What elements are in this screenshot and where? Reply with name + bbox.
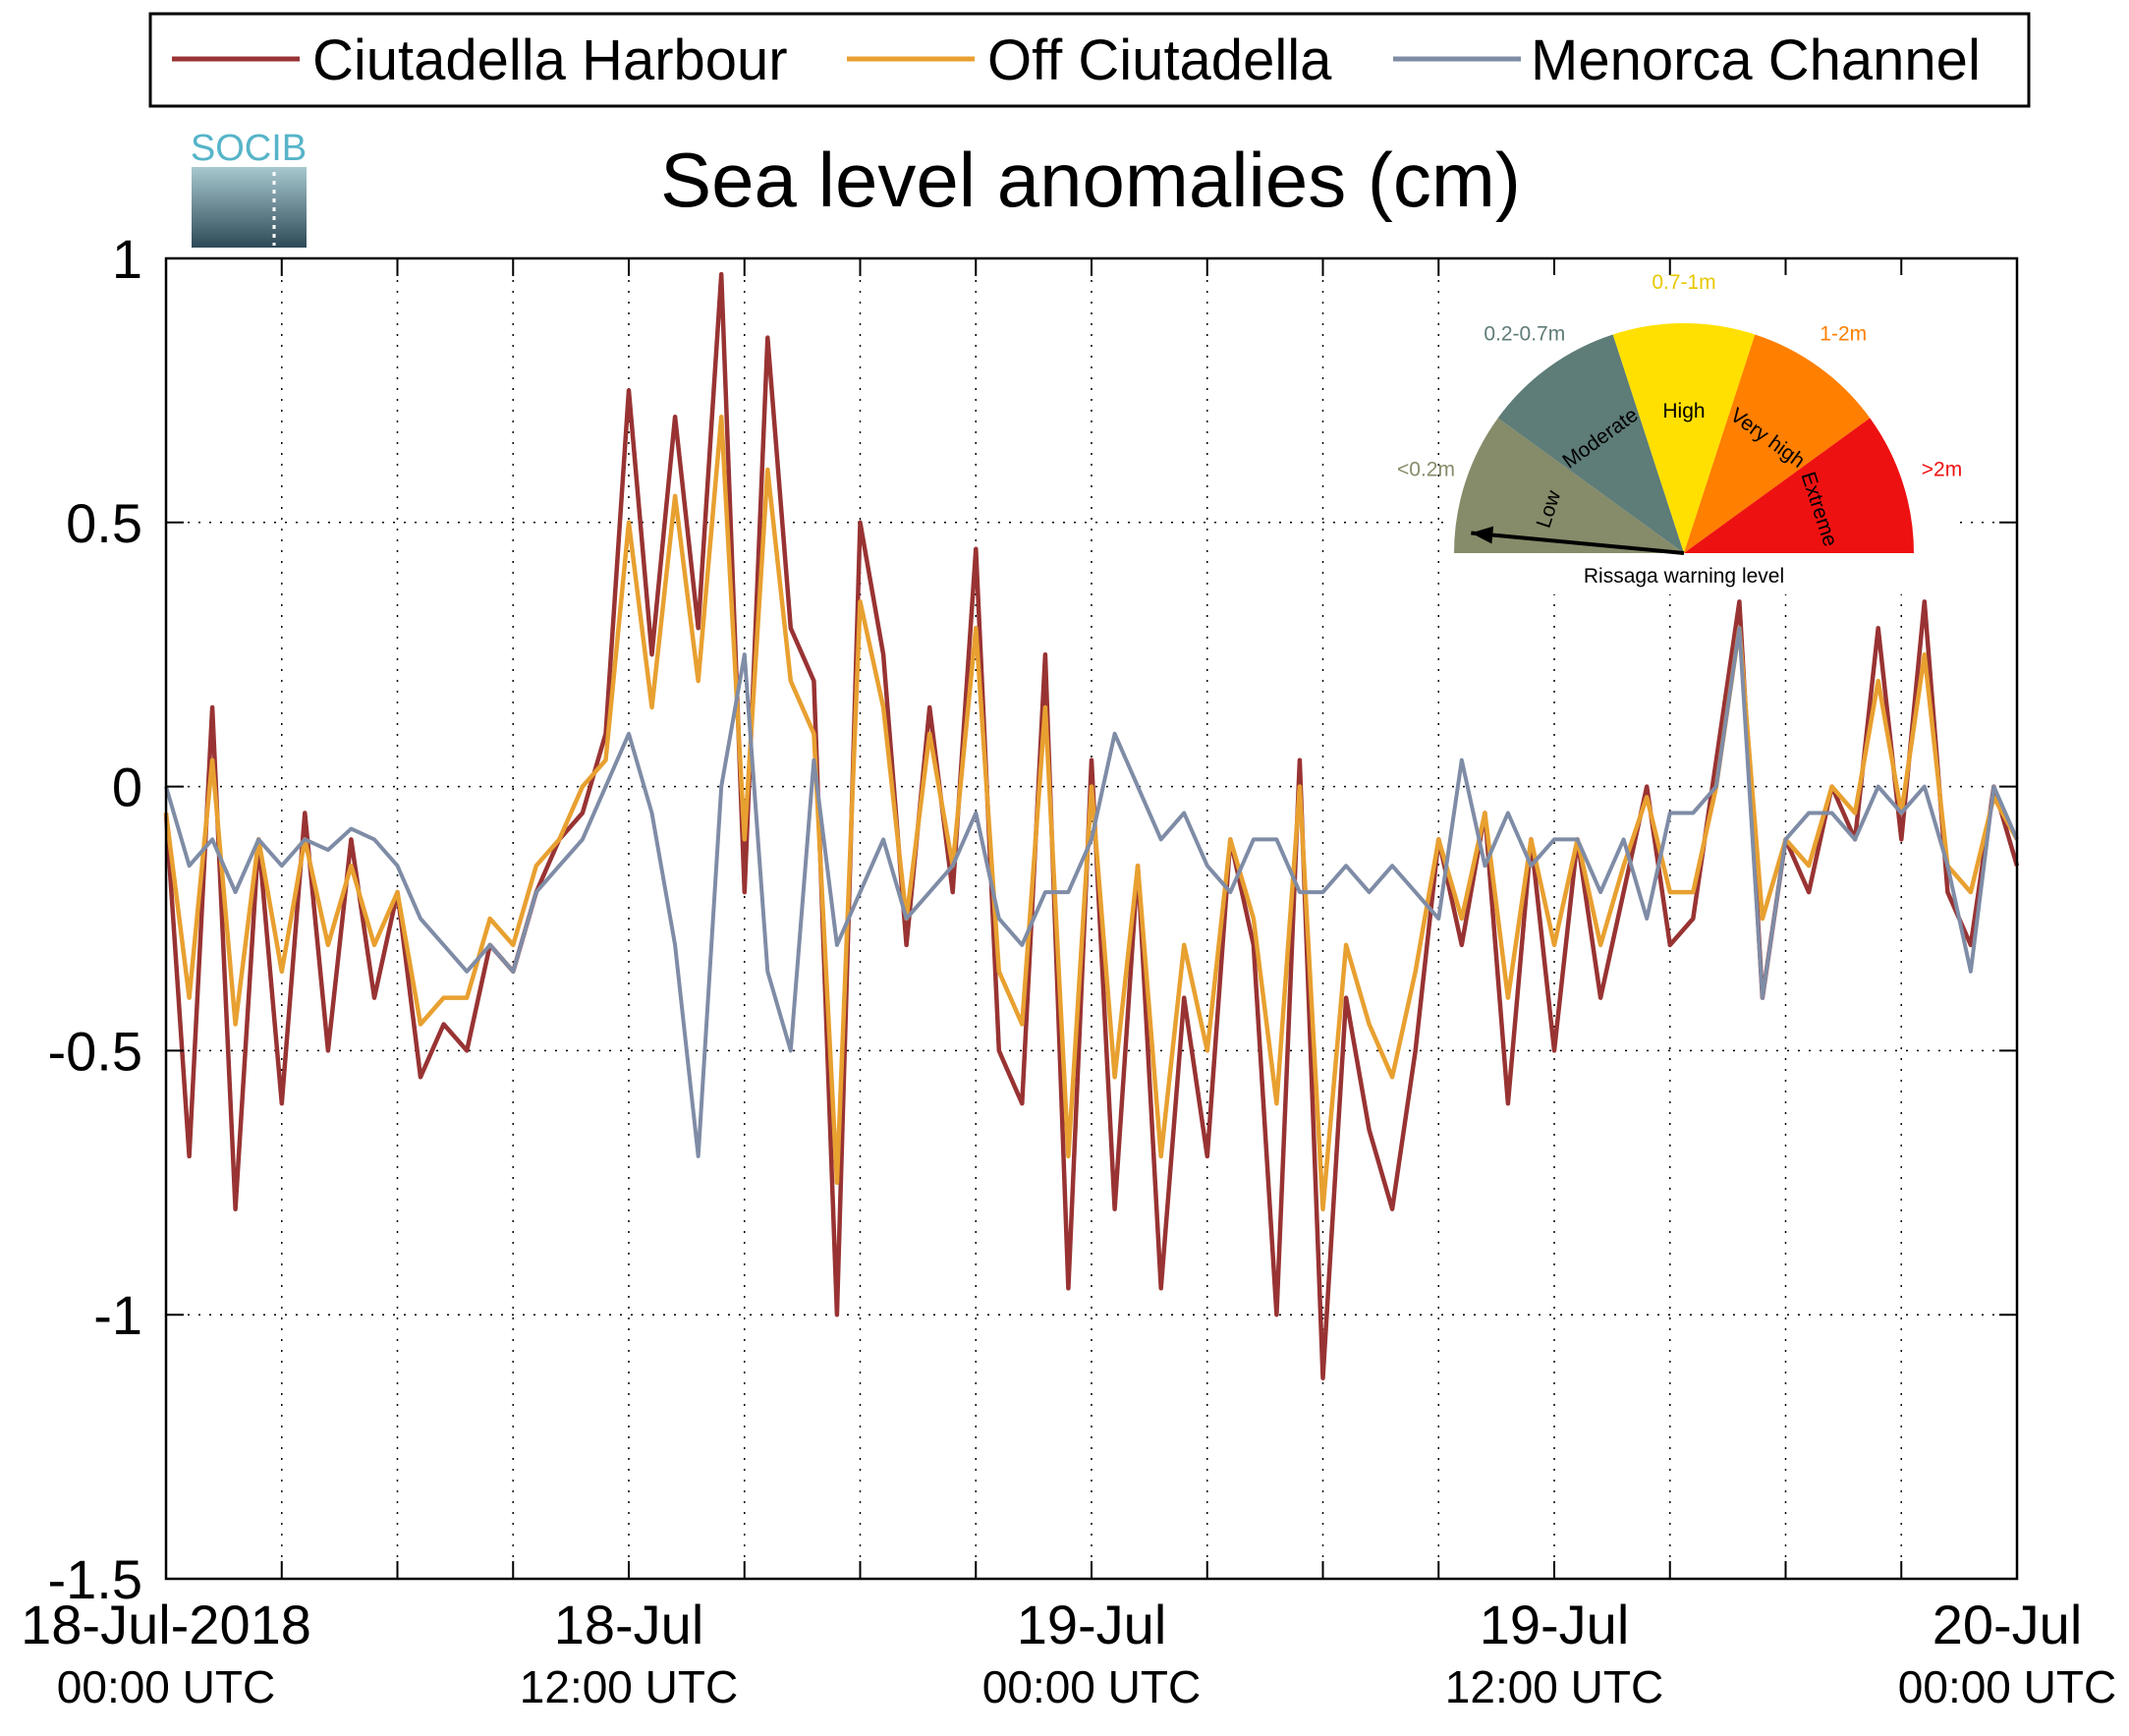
legend-label-ciutadella-harbour: Ciutadella Harbour: [312, 28, 788, 92]
x-tick-time: 12:00 UTC: [1445, 1661, 1663, 1712]
x-axis-tick-labels: 18-Jul-2018 00:00 UTC 18-Jul 12:00 UTC 1…: [21, 1594, 2116, 1712]
gauge-needle: [1471, 531, 1685, 555]
gauge-range-extreme: >2m: [1922, 459, 1962, 481]
y-tick-label: 0: [112, 756, 142, 818]
gauge-sector-high: [1612, 323, 1756, 553]
series-lines: [163, 271, 2020, 1380]
x-tick-time: 00:00 UTC: [1898, 1661, 2116, 1712]
legend-label-off-ciutadella: Off Ciutadella: [987, 28, 1332, 92]
gauge-needle-arrowhead: [1471, 526, 1494, 544]
gauge-range-very-high: 1-2m: [1820, 323, 1867, 346]
gauge-caption: Rissaga warning level: [1584, 565, 1784, 588]
gauge-sector-very-high: [1684, 334, 1871, 553]
x-tick-date: 18-Jul: [554, 1594, 704, 1655]
x-tick-date: 19-Jul: [1017, 1594, 1167, 1655]
gauge-range-low: <0.2m: [1397, 459, 1455, 481]
y-tick-label: 0.5: [66, 492, 142, 554]
x-tick-time: 00:00 UTC: [982, 1661, 1201, 1712]
socib-logo: SOCIB: [191, 128, 307, 248]
legend: Ciutadella Harbour Off Ciutadella Menorc…: [148, 12, 2031, 108]
y-tick-label: 1: [112, 228, 142, 290]
chart-title: Sea level anomalies (cm): [660, 137, 1521, 223]
gauge-level-high: High: [1662, 400, 1705, 422]
series-line-menorca-channel: [164, 626, 2019, 1158]
x-tick-time: 12:00 UTC: [520, 1661, 738, 1712]
gauge-range-moderate: 0.2-0.7m: [1484, 323, 1565, 346]
gauge-sector-extreme: [1684, 418, 1914, 553]
y-tick-label: -0.5: [48, 1020, 143, 1082]
y-tick-label: -1: [93, 1284, 142, 1346]
gauge-sectors: [1454, 323, 1914, 553]
grid-lines: [166, 258, 2017, 1579]
y-axis-tick-labels: 1 0.5 0 -0.5 -1 -1.5: [48, 228, 143, 1610]
gauge-sector-moderate: [1497, 334, 1684, 553]
x-tick-date: 20-Jul: [1933, 1594, 2083, 1655]
legend-label-menorca-channel: Menorca Channel: [1531, 28, 1981, 92]
x-tick-date: 19-Jul: [1480, 1594, 1630, 1655]
logo-graphic: [192, 167, 307, 248]
x-tick-date: 18-Jul-2018: [21, 1594, 311, 1655]
gauge-range-high: 0.7-1m: [1652, 271, 1715, 294]
logo-text: SOCIB: [191, 128, 307, 169]
legend-box: [148, 12, 2031, 108]
rissaga-gauge: Low Moderate High Very high Extreme <0.2…: [1397, 271, 1962, 594]
axis-ticks: [165, 257, 2018, 1580]
gauge-sector-low: [1454, 418, 1684, 553]
x-tick-time: 00:00 UTC: [57, 1661, 275, 1712]
series-line-off-ciutadella: [163, 415, 2019, 1211]
y-tick-label: -1.5: [48, 1548, 143, 1610]
